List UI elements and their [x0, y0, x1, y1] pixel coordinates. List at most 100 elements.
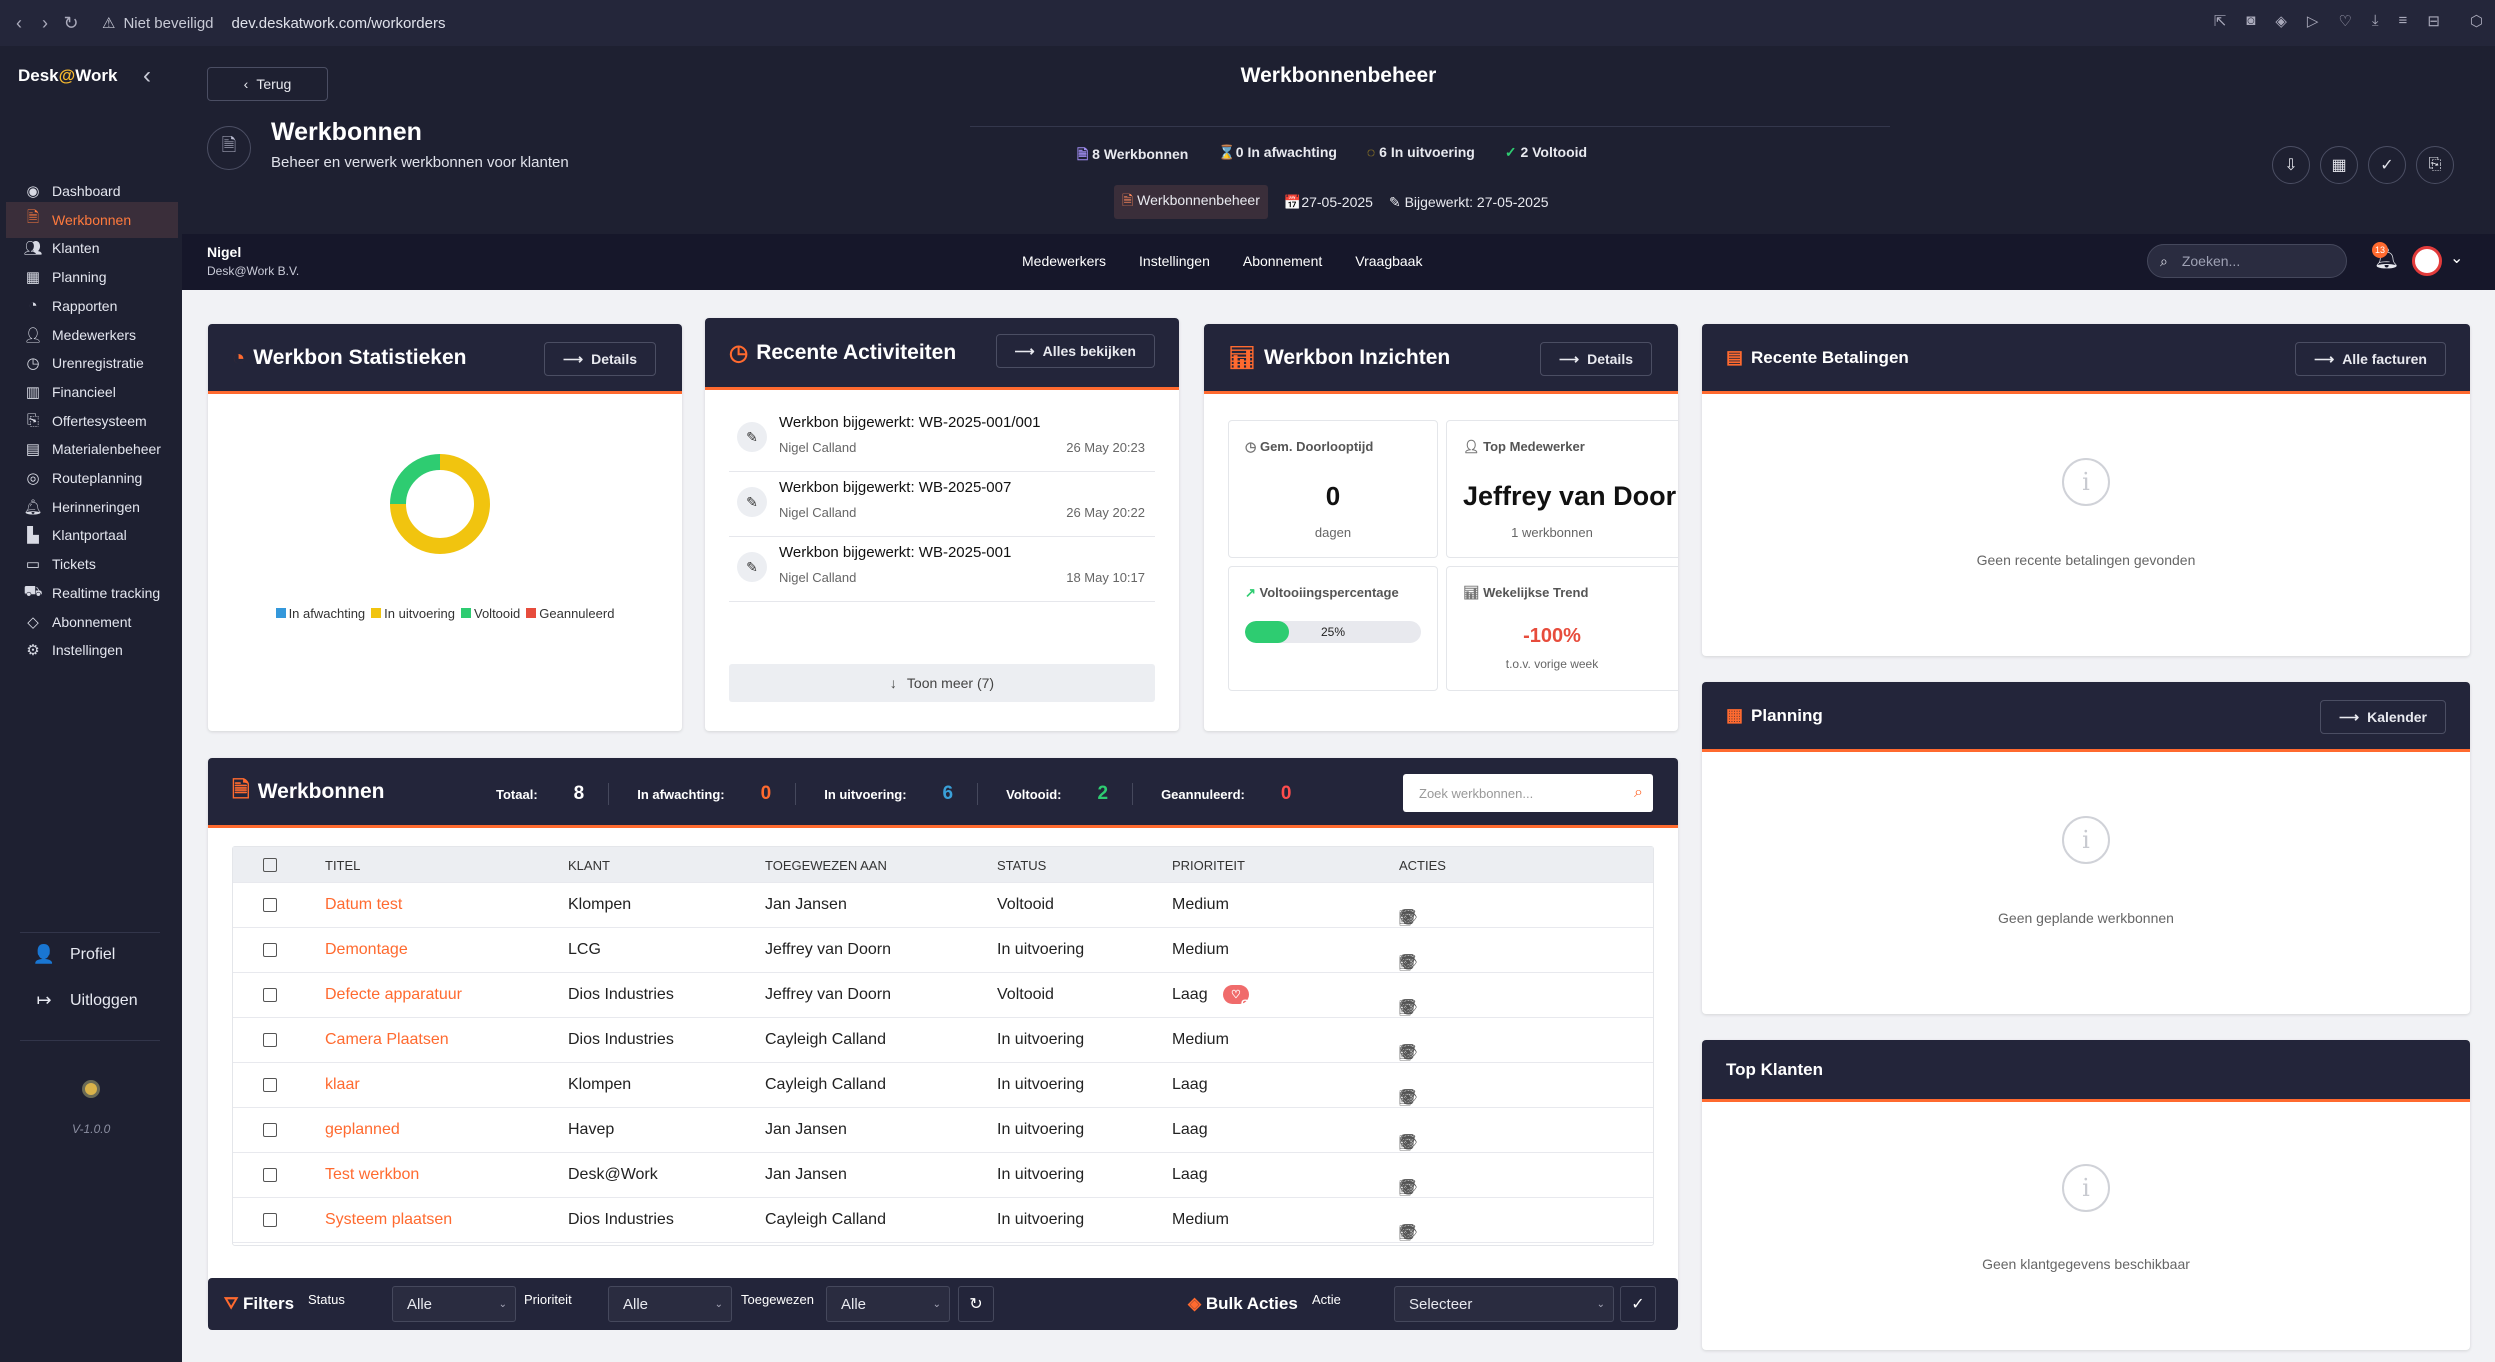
delete-icon[interactable]: 🗑︎ — [1399, 1134, 1419, 1151]
camera-icon[interactable]: ◙ — [2246, 12, 2256, 29]
wallet-icon[interactable]: ⊟ — [2427, 13, 2440, 30]
table-row[interactable]: Demontage LCG Jeffrey van Doorn In uitvoeri… — [233, 928, 1653, 973]
workorder-title-link[interactable]: geplanned — [325, 1121, 400, 1138]
download-icon[interactable]: ⤓ — [2371, 12, 2379, 29]
edit-icon[interactable]: ✎ — [1399, 954, 1412, 971]
edit-icon[interactable]: ✎ — [1399, 1224, 1412, 1241]
delete-icon[interactable]: 🗑︎ — [1399, 909, 1419, 926]
workorders-search-input[interactable]: Zoek werkbonnen... ⌕ — [1403, 774, 1653, 812]
pdf-icon[interactable]: 🗎 — [1399, 1135, 1412, 1152]
pdf-icon[interactable]: 🗎 — [1399, 1225, 1412, 1242]
calendar-button[interactable]: ▦ — [2320, 146, 2358, 184]
stats-details-button[interactable]: ⟶ Details — [544, 342, 656, 376]
report-button[interactable]: ⎘ — [2416, 146, 2454, 184]
edit-icon[interactable]: ✎ — [1399, 1089, 1412, 1106]
insights-details-button[interactable]: ⟶ Details — [1540, 342, 1652, 376]
pdf-icon[interactable]: 🗎 — [1399, 910, 1412, 927]
sidebar-item-realtime-tracking[interactable]: ⛟ Realtime tracking — [6, 575, 178, 611]
back-button[interactable]: ‹ Terug — [207, 67, 328, 101]
view-icon[interactable]: 👁︎ — [1399, 1134, 1419, 1151]
address-bar[interactable]: ⚠ Niet beveiligd dev.deskatwork.com/work… — [102, 14, 445, 33]
status-select[interactable]: Alle ⌄ — [392, 1286, 516, 1322]
bulk-action-select[interactable]: Selecteer ⌄ — [1394, 1286, 1614, 1322]
extension-icon[interactable]: ⬡ — [2469, 13, 2483, 30]
edit-icon[interactable]: ✎ — [1399, 909, 1412, 926]
delete-icon[interactable]: 🗑︎ — [1399, 1044, 1419, 1061]
activity-item[interactable]: ✎ Werkbon bijgewerkt: WB-2025-001 Nigel Ca… — [729, 538, 1155, 602]
sidebar-item-dashboard[interactable]: ◉ Dashboard — [6, 173, 178, 209]
document-icon[interactable]: 🗐 — [1399, 1135, 1414, 1152]
share-icon[interactable]: ⇱ — [2213, 13, 2227, 30]
calendar-button[interactable]: ⟶ Kalender — [2320, 700, 2446, 734]
workorder-title-link[interactable]: Test werkbon — [325, 1166, 420, 1183]
sidebar-item-klanten[interactable]: 👥︎ Klanten — [6, 230, 178, 266]
collapse-sidebar-icon[interactable]: ‹ — [143, 62, 151, 89]
sidebar-item-herinneringen[interactable]: 🔔︎ Herinneringen — [6, 489, 178, 525]
workorder-title-link[interactable]: Systeem plaatsen — [325, 1211, 453, 1228]
chevron-down-icon[interactable]: ⌄ — [2450, 250, 2464, 267]
reload-icon[interactable]: ↻ — [63, 12, 79, 33]
table-row[interactable]: Camera Plaatsen Dios Industries Cayleigh C… — [233, 1018, 1653, 1063]
refresh-icon[interactable]: ↻ — [958, 1286, 994, 1322]
workorder-title-link[interactable]: Demontage — [325, 941, 408, 958]
delete-icon[interactable]: 🗑︎ — [1399, 999, 1419, 1016]
view-icon[interactable]: 👁︎ — [1399, 909, 1419, 926]
view-icon[interactable]: 👁︎ — [1399, 954, 1419, 971]
apply-bulk-action-button[interactable]: ✓ — [1620, 1286, 1656, 1322]
pdf-icon[interactable]: 🗎 — [1399, 1045, 1412, 1062]
logout-link[interactable]: ↦ Uitloggen — [32, 990, 137, 1011]
delete-icon[interactable]: 🗑︎ — [1399, 954, 1419, 971]
sidebar-item-materialenbeheer[interactable]: ▤ Materialenbeheer — [6, 431, 178, 467]
activity-item[interactable]: ✎ Werkbon bijgewerkt: WB-2025-007 Nigel Ca… — [729, 473, 1155, 537]
row-checkbox[interactable] — [263, 1123, 277, 1137]
search-input[interactable]: ⌕ Zoeken... — [2147, 244, 2347, 278]
row-checkbox[interactable] — [263, 898, 277, 912]
view-icon[interactable]: 👁︎ — [1399, 999, 1419, 1016]
nav-link-instellingen[interactable]: Instellingen — [1139, 253, 1210, 269]
sidebar-item-klantportaal[interactable]: ▙ Klantportaal — [6, 517, 178, 553]
avatar[interactable] — [2412, 246, 2442, 276]
view-icon[interactable]: 👁︎ — [1399, 1224, 1419, 1241]
workorder-title-link[interactable]: Defecte apparatuur — [325, 986, 462, 1003]
workorder-title-link[interactable]: Datum test — [325, 896, 403, 913]
sidebar-item-tickets[interactable]: ▭ Tickets — [6, 546, 178, 582]
shield-icon[interactable]: ◈ — [2275, 13, 2287, 30]
view-icon[interactable]: 👁︎ — [1399, 1044, 1419, 1061]
activity-item[interactable]: ✎ Werkbon bijgewerkt: WB-2025-001/001 Nige… — [729, 408, 1155, 472]
workorder-title-link[interactable]: klaar — [325, 1076, 360, 1093]
play-icon[interactable]: ▷ — [2306, 13, 2319, 30]
sidebar-item-rapporten[interactable]: ◔ Rapporten — [6, 288, 178, 324]
document-icon[interactable]: 🗐 — [1399, 1000, 1414, 1017]
nav-link-medewerkers[interactable]: Medewerkers — [1022, 253, 1107, 269]
sidebar-item-urenregistratie[interactable]: ◷ Urenregistratie — [6, 345, 178, 381]
pdf-icon[interactable]: 🗎 — [1399, 1180, 1412, 1197]
profile-link[interactable]: 👤 Profiel — [32, 944, 116, 964]
table-row[interactable]: geplanned Havep Jan Jansen In uitvoering Laa… — [233, 1108, 1653, 1153]
row-checkbox[interactable] — [263, 1033, 277, 1047]
back-arrow-icon[interactable]: ‹ — [16, 12, 22, 33]
pdf-icon[interactable]: 🗎 — [1399, 1000, 1412, 1017]
row-checkbox[interactable] — [263, 943, 277, 957]
nav-link-abonnement[interactable]: Abonnement — [1242, 253, 1323, 269]
sidebar-item-werkbonnen[interactable]: 🗎 Werkbonnen — [6, 201, 178, 238]
table-row[interactable]: Defecte apparatuur Dios Industries Jeffrey… — [233, 973, 1653, 1018]
table-row[interactable]: klaar Klompen Cayleigh Calland In uitvoerin… — [233, 1063, 1653, 1108]
heart-icon[interactable]: ♡ — [2338, 13, 2352, 30]
sidebar-item-routeplanning[interactable]: ◎ Routeplanning — [6, 460, 178, 496]
show-more-button[interactable]: ↓ Toon meer (7) — [729, 664, 1155, 702]
document-icon[interactable]: 🗐 — [1399, 1180, 1414, 1197]
workorder-title-link[interactable]: Camera Plaatsen — [325, 1031, 449, 1048]
table-row[interactable]: Test werkbon Desk@Work Jan Jansen In uitvoe… — [233, 1153, 1653, 1198]
sidebar-item-medewerkers[interactable]: 👤︎ Medewerkers — [6, 317, 178, 353]
view-icon[interactable]: 👁︎ — [1399, 1179, 1419, 1196]
edit-icon[interactable]: ✎ — [1399, 999, 1412, 1016]
pdf-icon[interactable]: 🗎 — [1399, 1090, 1412, 1107]
view-icon[interactable]: 👁︎ — [1399, 1089, 1419, 1106]
row-checkbox[interactable] — [263, 988, 277, 1002]
sidebar-item-abonnement[interactable]: ◇ Abonnement — [6, 604, 178, 640]
row-checkbox[interactable] — [263, 1213, 277, 1227]
export-pdf-button[interactable]: ⇩ — [2272, 146, 2310, 184]
delete-icon[interactable]: 🗑︎ — [1399, 1089, 1419, 1106]
priority-select[interactable]: Alle ⌄ — [608, 1286, 732, 1322]
table-row[interactable]: Datum test Klompen Jan Jansen Voltooid Mediu… — [233, 883, 1653, 928]
